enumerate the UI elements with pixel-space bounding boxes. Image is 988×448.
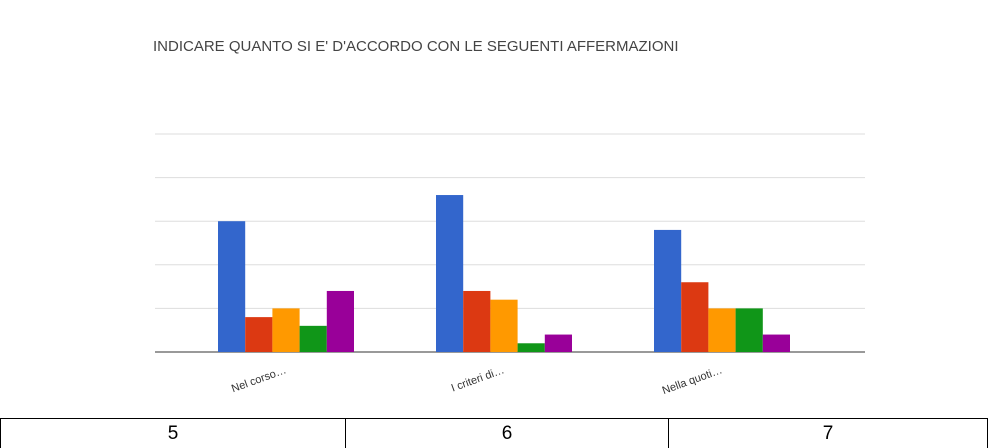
bar [218,221,246,352]
table-cell: 5 [0,418,346,448]
x-tick-label: I criteri di… [450,364,506,394]
table: 5 6 7 [0,418,988,448]
table-cell: 7 [668,418,988,448]
bar [490,299,518,352]
x-tick-label: Nella quoti… [661,364,724,397]
bar [272,308,300,352]
bar [654,229,682,352]
bar [436,195,464,352]
chart-title: INDICARE QUANTO SI E' D'ACCORDO CON LE S… [153,38,679,55]
bar [708,308,736,352]
table-row: 5 6 7 [0,418,988,448]
chart: INDICARE QUANTO SI E' D'ACCORDO CON LE S… [153,38,865,397]
bar [735,308,763,352]
bar [463,290,491,352]
bar [681,282,709,352]
x-tick-label: Nel corso… [230,364,288,395]
bar [245,317,273,352]
bar [299,325,327,352]
bar [517,343,545,352]
bar [326,290,354,352]
bar [762,334,790,352]
bar [544,334,572,352]
table-cell: 6 [345,418,669,448]
